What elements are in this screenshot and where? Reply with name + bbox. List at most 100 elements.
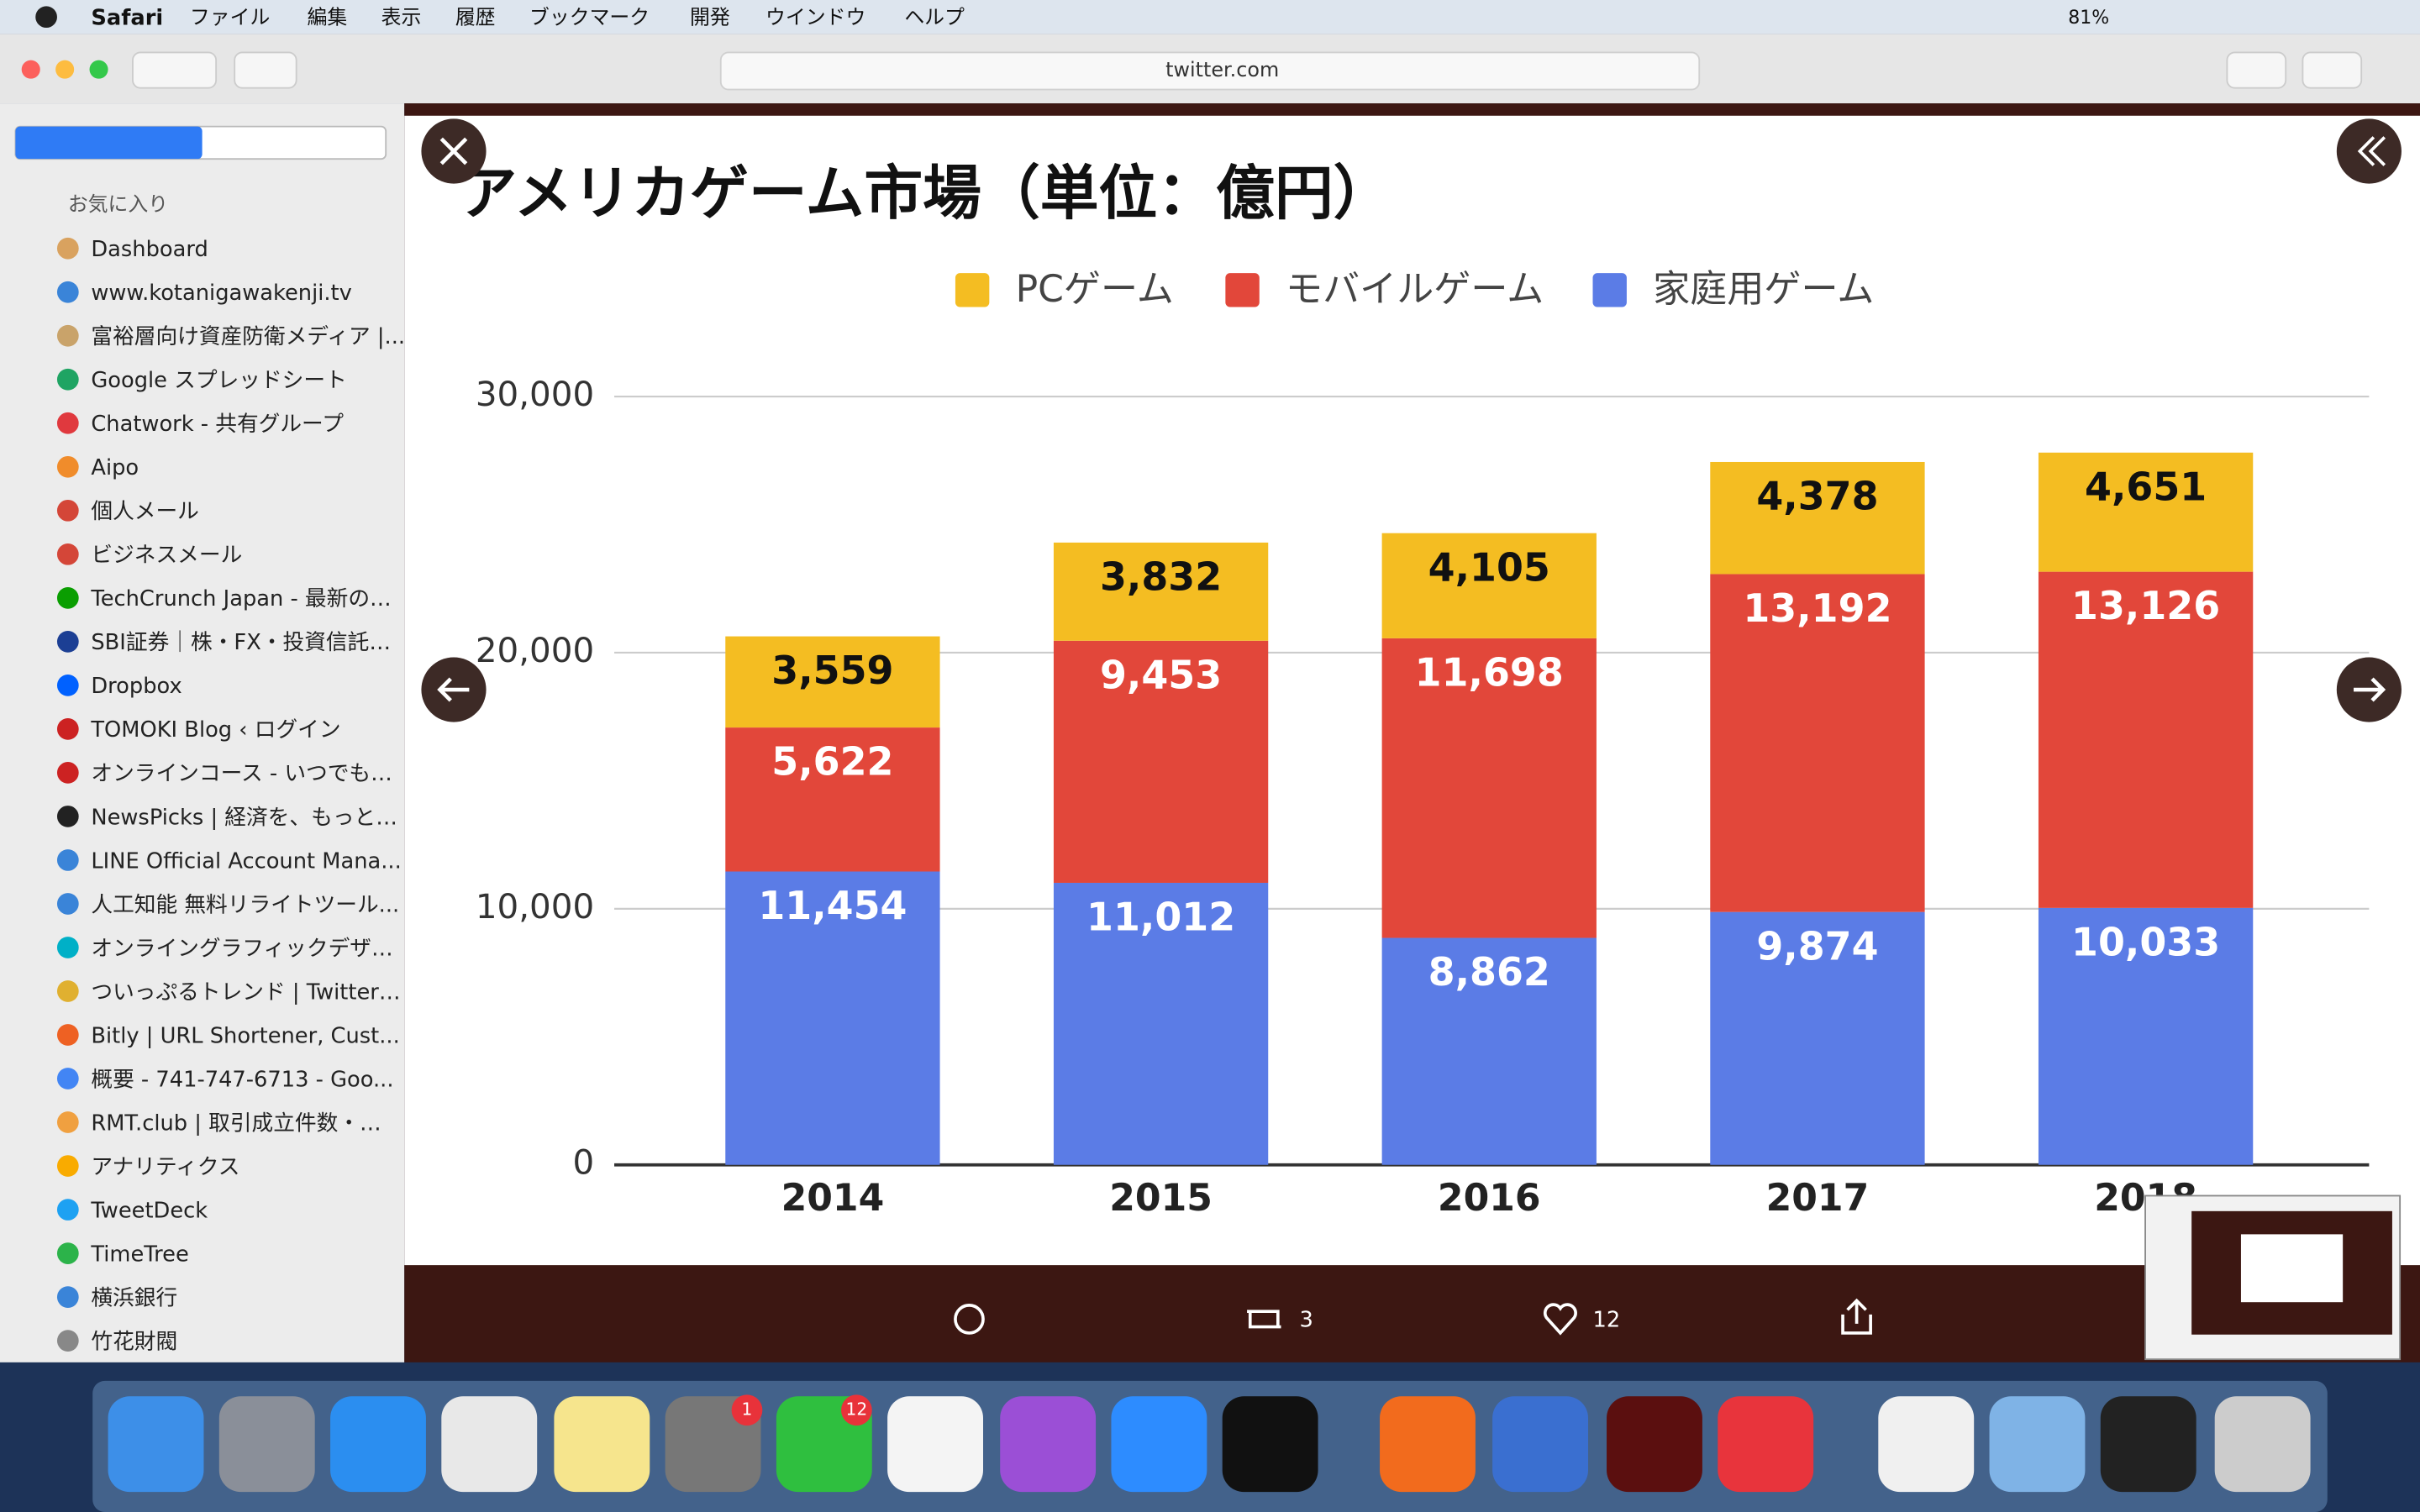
bookmark-icon (56, 412, 79, 434)
app-icon[interactable] (218, 1396, 315, 1493)
menu-item[interactable]: ブックマーク (529, 6, 650, 29)
app-icon[interactable] (887, 1396, 983, 1493)
bookmark[interactable]: TOMOKI Blog ‹ ログイン (90, 717, 340, 743)
bookmark[interactable]: アナリティクス (91, 1154, 239, 1179)
app-icon[interactable] (1111, 1396, 1207, 1493)
bookmark[interactable]: Aipo (91, 455, 139, 480)
app-icon[interactable] (1000, 1396, 1097, 1493)
bookmark[interactable]: 概要 - 741-747-6713 - Goo... (91, 1067, 393, 1092)
retweet-icon[interactable] (1247, 1310, 1281, 1329)
x-tick-label: 2017 (1766, 1177, 1870, 1220)
bookmark[interactable]: RMT.club | 取引成立件数・… (91, 1110, 381, 1136)
bookmark[interactable]: TimeTree (90, 1242, 188, 1267)
bar-segment (725, 636, 940, 728)
bar-segment (1381, 533, 1597, 638)
legend-swatch (955, 273, 990, 307)
legend-label: 家庭用ゲーム (1653, 268, 1874, 311)
bookmark[interactable]: Bitly | URL Shortener, Cust... (91, 1023, 399, 1048)
legend-label: PCゲーム (1016, 268, 1174, 311)
value-label: 4,651 (2085, 464, 2207, 509)
app-icon[interactable] (441, 1396, 538, 1493)
url-field[interactable] (719, 51, 1701, 91)
section-title[interactable]: お気に入り (68, 192, 168, 216)
app-icon[interactable] (1878, 1396, 1975, 1493)
share-icon[interactable] (1841, 1298, 1872, 1335)
like-count: 12 (1593, 1308, 1621, 1333)
menu-item[interactable]: ファイル (190, 6, 270, 29)
reply-icon[interactable] (954, 1304, 985, 1335)
bar-segment (1053, 882, 1269, 1165)
bar-segment (1053, 542, 1269, 641)
app-icon[interactable] (1607, 1396, 1702, 1493)
close-icon (439, 137, 468, 165)
bookmark[interactable]: オンラインコース - いつでも… (91, 761, 392, 786)
app-icon[interactable] (1989, 1396, 2086, 1493)
bookmark[interactable]: 個人メール (91, 499, 199, 524)
bookmark[interactable]: TweetDeck (90, 1198, 208, 1223)
app-icon[interactable] (1380, 1396, 1476, 1493)
bookmark-icon (56, 893, 79, 915)
bookmark[interactable]: 横浜銀行 (91, 1285, 177, 1310)
close-window[interactable] (21, 60, 40, 79)
bookmark[interactable]: 富裕層向け資産防衛メディア |... (91, 324, 405, 349)
bookmark-icon (56, 1242, 79, 1264)
menu-item[interactable]: 履歴 (455, 6, 496, 29)
menu-item[interactable]: 編集 (308, 6, 348, 29)
y-tick-label: 0 (572, 1142, 594, 1183)
value-label: 11,012 (1086, 895, 1235, 940)
badge-count: 1 (742, 1399, 753, 1419)
bookmark-icon (56, 1199, 79, 1221)
app-icon[interactable] (2100, 1396, 2196, 1493)
bookmark-icon (56, 980, 79, 1002)
app-icon[interactable] (330, 1396, 426, 1493)
app-icon[interactable] (1222, 1396, 1318, 1493)
bookmark[interactable]: Chatwork - 共有グループ (91, 412, 344, 437)
zoom-window[interactable] (89, 60, 108, 79)
apple-icon[interactable] (35, 6, 57, 29)
menu-bar (0, 0, 2420, 34)
menu-item[interactable]: 開発 (690, 6, 730, 29)
tabs-button[interactable] (2302, 51, 2363, 89)
bookmarks-tab[interactable] (15, 126, 203, 160)
menu-item[interactable]: ヘルプ (904, 6, 965, 29)
x-tick-label: 2015 (1109, 1177, 1213, 1220)
app-icon[interactable] (108, 1396, 204, 1493)
sidebar-button[interactable] (234, 51, 297, 89)
bookmark[interactable]: Dashboard (91, 237, 208, 262)
app-icon[interactable] (1492, 1396, 1588, 1493)
menu-item[interactable]: ウインドウ (765, 6, 865, 29)
bar-segment (1381, 937, 1597, 1165)
bookmark[interactable]: Google スプレッドシート (91, 368, 346, 393)
share-button[interactable] (2226, 51, 2287, 89)
bookmark[interactable]: Dropbox (91, 674, 182, 699)
bookmark[interactable]: ついっぷるトレンド | Twitter… (91, 979, 400, 1005)
like-icon[interactable] (1543, 1303, 1577, 1336)
bookmark-icon (56, 1068, 79, 1089)
bookmark[interactable]: www.kotanigawakenji.tv (91, 281, 351, 306)
bookmark-icon (56, 1024, 79, 1046)
bar-segment (725, 727, 940, 872)
bookmark[interactable]: LINE Official Account Mana... (91, 848, 401, 874)
bookmark[interactable]: SBI証券｜株・FX・投資信託… (91, 630, 391, 655)
nav-buttons[interactable] (132, 51, 218, 89)
bookmark-icon (56, 1330, 79, 1352)
bookmark[interactable]: オンライングラフィックデザ… (91, 936, 392, 961)
app-icon[interactable] (2214, 1396, 2311, 1493)
app-icon[interactable] (1718, 1396, 1814, 1493)
value-label: 13,192 (1743, 585, 1891, 631)
bookmark-icon (56, 937, 79, 958)
minimize-window[interactable] (55, 60, 75, 79)
bookmark[interactable]: ビジネスメール (91, 543, 242, 568)
bookmark-icon (56, 1111, 79, 1133)
bookmark[interactable]: NewsPicks | 経済を、もっと… (91, 805, 397, 830)
app-icon[interactable] (554, 1396, 650, 1493)
bookmark[interactable]: 竹花財閥 (91, 1329, 177, 1354)
bar-segment (1710, 574, 1925, 912)
app-name[interactable]: Safari (91, 6, 163, 31)
menu-item[interactable]: 表示 (381, 6, 422, 29)
bookmark-icon (56, 806, 79, 827)
bookmark[interactable]: 人工知能 無料リライトツール... (91, 892, 399, 917)
bookmark[interactable]: TechCrunch Japan - 最新の… (90, 586, 391, 612)
